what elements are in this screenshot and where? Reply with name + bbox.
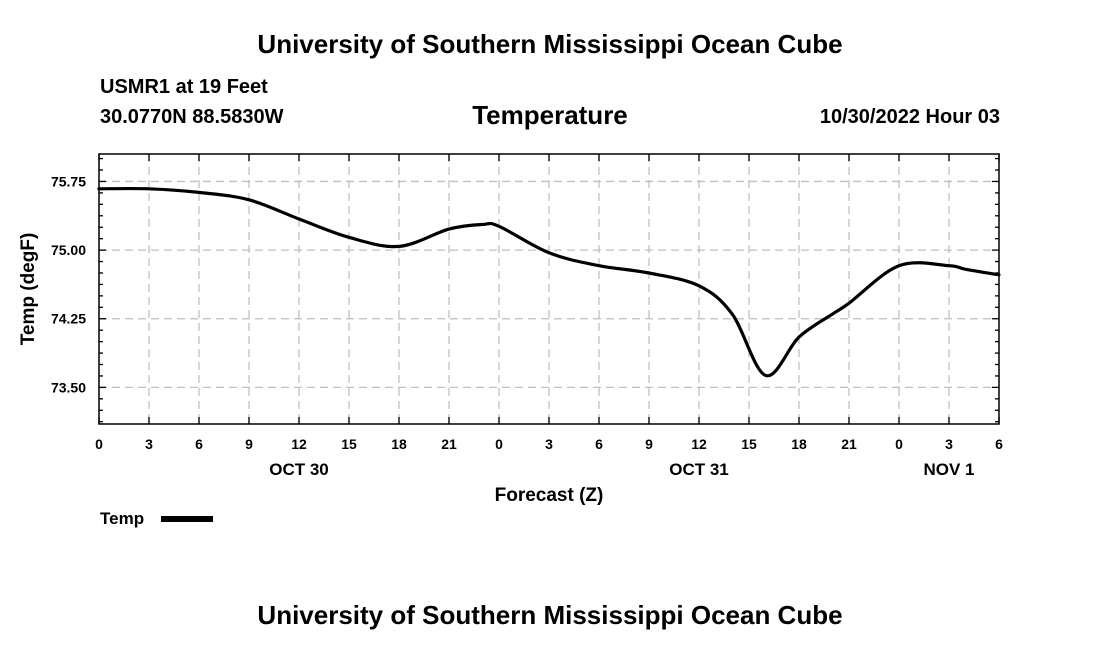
x-tick-label: 6: [595, 436, 603, 452]
x-tick-label: 12: [691, 436, 707, 452]
y-tick-label: 74.25: [51, 311, 86, 327]
x-tick-label: 18: [791, 436, 807, 452]
y-tick-label: 73.50: [51, 379, 86, 395]
legend-line-swatch: [161, 516, 213, 522]
chart-title: University of Southern Mississippi Ocean…: [257, 29, 843, 59]
x-tick-label: 0: [895, 436, 903, 452]
x-tick-label: 0: [95, 436, 103, 452]
x-tick-label: 15: [741, 436, 757, 452]
x-tick-label: 21: [841, 436, 857, 452]
x-tick-label: 18: [391, 436, 407, 452]
x-tick-label: 21: [441, 436, 457, 452]
x-tick-label: 3: [145, 436, 153, 452]
x-tick-label: 9: [645, 436, 653, 452]
x-date-label: OCT 30: [269, 460, 329, 479]
x-tick-label: 15: [341, 436, 357, 452]
x-tick-label: 6: [995, 436, 1003, 452]
series-line-temp: [97, 186, 1001, 378]
y-tick-label: 75.75: [51, 173, 86, 189]
x-tick-label: 6: [195, 436, 203, 452]
station-label: USMR1 at 19 Feet: [100, 76, 268, 98]
x-date-label: OCT 31: [669, 460, 729, 479]
variable-title: Temperature: [472, 100, 628, 130]
forecast-datetime: 10/30/2022 Hour 03: [819, 106, 1000, 128]
x-tick-label: 12: [291, 436, 307, 452]
x-tick-label: 9: [245, 436, 253, 452]
footer-title: University of Southern Mississippi Ocean…: [257, 600, 843, 630]
x-tick-label: 3: [545, 436, 553, 452]
y-axis-title: Temp (degF): [18, 233, 39, 346]
x-date-label: NOV 1: [923, 460, 974, 479]
x-tick-label: 3: [945, 436, 953, 452]
x-tick-label: 0: [495, 436, 503, 452]
station-coordinates: 30.0770N 88.5830W: [100, 106, 284, 128]
y-tick-label: 75.00: [51, 242, 86, 258]
legend-label: Temp: [100, 509, 145, 528]
x-axis-title: Forecast (Z): [495, 485, 604, 506]
